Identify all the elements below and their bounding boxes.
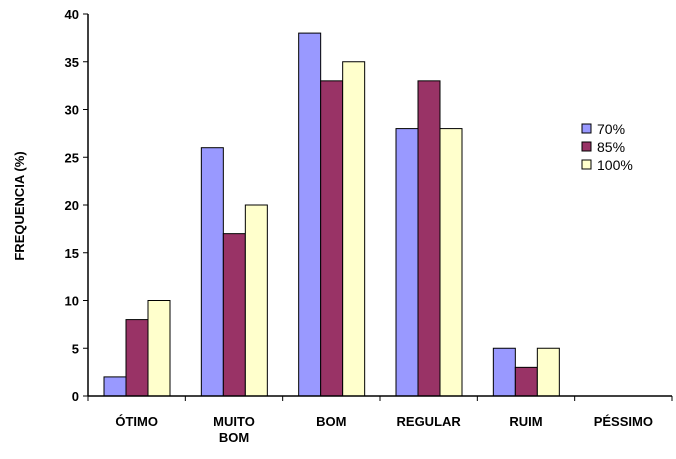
legend-box: [552, 116, 662, 186]
bar: [514, 366, 538, 397]
bar: [439, 128, 463, 397]
x-category-label: BOM: [316, 414, 346, 429]
y-tick-label: 35: [65, 55, 79, 70]
legend: 70% 85% 100%: [552, 116, 662, 186]
y-tick-label: 15: [65, 246, 79, 261]
legend-swatch: [581, 141, 592, 152]
x-category-label: MUITO: [213, 414, 255, 429]
bar: [395, 128, 419, 397]
y-tick-label: 10: [65, 294, 79, 309]
bar: [342, 61, 366, 397]
bar: [200, 147, 224, 397]
legend-swatch: [581, 123, 592, 134]
y-tick-label: 5: [72, 341, 79, 356]
bar: [298, 32, 322, 397]
bar: [244, 204, 268, 397]
legend-swatch: [581, 159, 592, 170]
x-category-label: ÓTIMO: [115, 414, 158, 429]
y-axis-ticks: 0 5 10 15 20 25 30 35 40: [65, 7, 88, 404]
y-tick-label: 20: [65, 198, 79, 213]
y-tick-label: 25: [65, 150, 79, 165]
x-category-label: RUIM: [509, 414, 542, 429]
axes: [87, 14, 673, 401]
bars: [103, 32, 560, 397]
y-tick-label: 0: [72, 389, 79, 404]
x-category-label: BOM: [219, 430, 249, 445]
bar: [125, 319, 149, 397]
bar: [536, 347, 560, 397]
y-tick-label: 30: [65, 103, 79, 118]
bar: [492, 347, 516, 397]
y-tick-label: 40: [65, 7, 79, 22]
bar: [103, 376, 127, 397]
bar: [147, 300, 171, 397]
x-category-label: PÉSSIMO: [594, 414, 653, 429]
bar: [417, 80, 441, 397]
x-category-label: REGULAR: [397, 414, 462, 429]
legend-label: 85%: [597, 139, 625, 155]
y-axis-title: FREQUENCIA (%): [12, 151, 27, 260]
legend-label: 100%: [597, 157, 633, 173]
bar: [222, 233, 246, 397]
legend-label: 70%: [597, 121, 625, 137]
bar: [320, 80, 344, 397]
